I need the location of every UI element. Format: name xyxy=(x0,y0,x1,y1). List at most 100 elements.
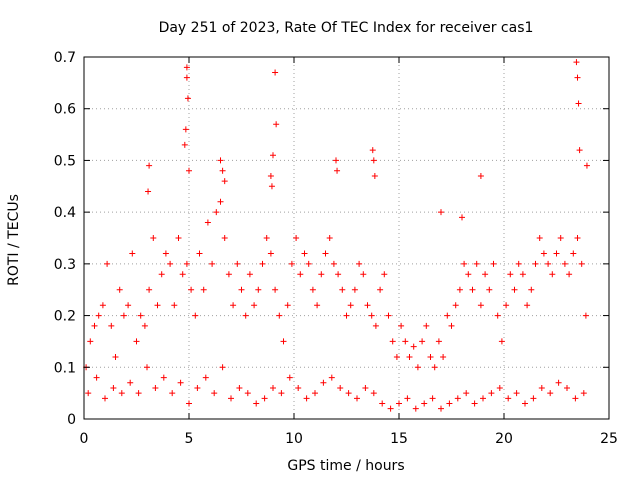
data-point xyxy=(171,302,178,309)
data-point xyxy=(276,312,283,319)
y-tick-label: 0.5 xyxy=(54,153,76,169)
data-point xyxy=(385,312,392,319)
data-point xyxy=(488,390,495,397)
data-point xyxy=(112,353,119,360)
data-point xyxy=(477,302,484,309)
data-point xyxy=(160,374,167,381)
data-point xyxy=(146,162,153,169)
data-point xyxy=(530,395,537,402)
data-point xyxy=(221,235,228,241)
data-point xyxy=(333,157,339,164)
data-point xyxy=(461,260,468,267)
data-point xyxy=(345,390,352,397)
data-point xyxy=(85,390,92,397)
axis-ticks: 0 0.1 0.2 0.3 0.4 0.5 0.6 0.7 0 5 10 15 20 25 xyxy=(54,50,618,447)
y-tick-label: 0 xyxy=(67,412,76,428)
data-point xyxy=(549,271,556,278)
data-point xyxy=(288,260,295,267)
data-point xyxy=(118,390,125,397)
data-point xyxy=(183,64,190,71)
data-point xyxy=(194,384,201,391)
grid xyxy=(84,57,609,419)
data-point xyxy=(387,405,394,412)
data-point xyxy=(463,390,470,397)
data-point xyxy=(318,271,325,278)
data-point xyxy=(583,162,590,169)
data-point xyxy=(305,260,312,267)
data-point xyxy=(440,353,447,360)
data-point xyxy=(351,286,358,293)
data-point xyxy=(322,250,329,257)
data-point xyxy=(301,250,308,257)
data-point xyxy=(127,379,134,386)
data-point xyxy=(221,178,228,185)
data-point xyxy=(360,271,367,278)
data-point xyxy=(362,384,369,391)
y-tick-label: 0.3 xyxy=(54,257,76,273)
data-point xyxy=(183,74,190,81)
data-point xyxy=(182,126,189,133)
data-point xyxy=(334,167,341,174)
data-point xyxy=(519,271,526,278)
data-point xyxy=(280,338,287,345)
data-point xyxy=(246,271,253,278)
data-point xyxy=(267,172,274,179)
data-point xyxy=(371,172,378,179)
data-point xyxy=(561,260,568,267)
data-point xyxy=(133,338,140,345)
data-point xyxy=(145,188,152,195)
data-point xyxy=(480,395,486,402)
x-tick-label: 5 xyxy=(185,431,194,447)
data-point xyxy=(169,390,176,397)
data-point xyxy=(507,271,514,278)
data-point xyxy=(137,312,144,319)
data-point xyxy=(574,74,581,81)
data-point xyxy=(286,374,293,381)
data-point xyxy=(572,395,579,402)
data-point xyxy=(431,364,438,371)
data-point xyxy=(259,260,266,267)
data-point xyxy=(150,235,157,241)
data-point xyxy=(553,250,560,257)
data-point xyxy=(498,338,505,345)
data-point xyxy=(261,395,268,402)
data-point xyxy=(219,364,226,371)
data-point xyxy=(125,302,132,309)
chart-title: Day 251 of 2023, Rate Of TEC Index for r… xyxy=(159,20,534,36)
data-point xyxy=(370,390,377,397)
data-point xyxy=(402,338,409,345)
data-points xyxy=(83,59,590,412)
data-point xyxy=(404,395,411,402)
data-point xyxy=(91,322,98,329)
data-point xyxy=(152,384,159,391)
data-point xyxy=(412,405,419,412)
data-point xyxy=(566,271,573,278)
data-point xyxy=(389,338,396,345)
data-point xyxy=(278,390,285,397)
data-point xyxy=(217,157,224,164)
data-point xyxy=(419,338,426,345)
data-point xyxy=(494,312,501,319)
data-point xyxy=(536,235,543,241)
data-point xyxy=(557,235,564,241)
data-point xyxy=(293,235,300,241)
data-point xyxy=(104,260,111,267)
data-point xyxy=(270,384,276,391)
data-point xyxy=(427,353,434,360)
x-tick-label: 0 xyxy=(80,431,89,447)
data-point xyxy=(459,214,465,221)
data-point xyxy=(303,395,310,402)
data-point xyxy=(372,322,379,329)
data-point xyxy=(238,286,245,293)
data-point xyxy=(272,69,279,76)
data-point xyxy=(236,384,243,391)
y-axis-label: ROTI / TECUs xyxy=(6,194,22,286)
data-point xyxy=(175,235,182,241)
data-point xyxy=(486,286,493,293)
data-point xyxy=(477,172,484,179)
data-point xyxy=(540,250,547,257)
data-point xyxy=(162,250,169,257)
data-point xyxy=(99,302,106,309)
data-point xyxy=(368,312,375,319)
data-point xyxy=(242,312,249,319)
